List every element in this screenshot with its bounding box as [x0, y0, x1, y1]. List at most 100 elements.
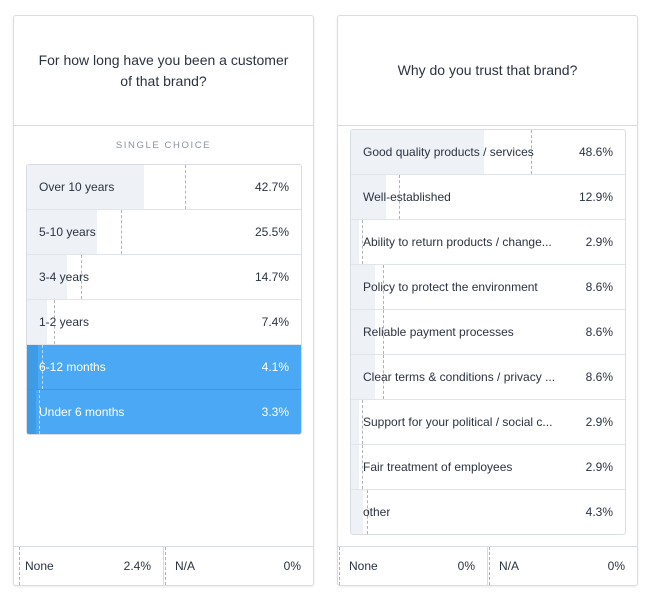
bar-end-marker: [530, 130, 532, 174]
percentage-bar: [351, 220, 359, 264]
option-label: Ability to return products / change...: [363, 235, 552, 249]
option-percentage: 25.5%: [254, 225, 289, 239]
bar-end-marker: [361, 445, 363, 489]
footer-stats: None 0% N/A 0%: [338, 546, 637, 585]
option-label: 3-4 years: [39, 270, 90, 284]
bar-end-marker: [81, 255, 83, 299]
option-label: Good quality products / services: [363, 145, 534, 159]
option-row[interactable]: Clear terms & conditions / privacy ... 8.…: [351, 355, 625, 400]
percentage-bar: [351, 490, 363, 534]
option-percentage: 8.6%: [585, 280, 613, 294]
footer-percentage: 0%: [607, 559, 625, 573]
option-row[interactable]: 6-12 months 4.1%: [27, 345, 301, 390]
bar-end-marker: [339, 547, 340, 585]
option-row[interactable]: Support for your political / social c...…: [351, 400, 625, 445]
bar-end-marker: [42, 345, 44, 389]
option-label: Fair treatment of employees: [363, 460, 513, 474]
options-list: Good quality products / services 48.6% Wel…: [350, 129, 626, 535]
option-label: Clear terms & conditions / privacy ...: [363, 370, 556, 384]
option-row[interactable]: Under 6 months 3.3%: [27, 390, 301, 434]
footer-cell-n-a[interactable]: N/A 0%: [163, 547, 313, 585]
option-percentage: 12.9%: [578, 190, 613, 204]
option-percentage: 4.3%: [585, 505, 613, 519]
footer-percentage: 0%: [457, 559, 475, 573]
bar-end-marker: [382, 265, 384, 309]
bar-end-marker: [361, 400, 363, 444]
footer-label: None: [349, 559, 378, 573]
option-row[interactable]: 1-2 years 7.4%: [27, 300, 301, 345]
option-percentage: 8.6%: [585, 370, 613, 384]
percentage-bar: [351, 265, 375, 309]
bar-end-marker: [366, 490, 368, 534]
option-percentage: 3.3%: [261, 405, 289, 419]
options-list: Over 10 years 42.7% 5-10 years 25.5% 3-4 yea…: [26, 164, 302, 435]
percentage-bar: [27, 345, 39, 389]
option-row[interactable]: Well-established 12.9%: [351, 175, 625, 220]
footer-cell-none[interactable]: None 0%: [338, 547, 487, 585]
option-label: 6-12 months: [39, 360, 106, 374]
option-percentage: 8.6%: [585, 325, 613, 339]
footer-percentage: 2.4%: [123, 559, 151, 573]
option-row[interactable]: other 4.3%: [351, 490, 625, 534]
option-label: Policy to protect the environment: [363, 280, 538, 294]
bar-end-marker: [39, 390, 41, 434]
percentage-bar: [351, 445, 359, 489]
option-percentage: 42.7%: [254, 180, 289, 194]
bar-end-marker: [18, 547, 20, 585]
footer-cell-none[interactable]: None 2.4%: [14, 547, 163, 585]
option-row[interactable]: 3-4 years 14.7%: [27, 255, 301, 300]
option-row[interactable]: Fair treatment of employees 2.9%: [351, 445, 625, 490]
percentage-bar: [27, 210, 97, 254]
option-percentage: 7.4%: [261, 315, 289, 329]
bar-end-marker: [382, 355, 384, 399]
option-row[interactable]: Reliable payment processes 8.6%: [351, 310, 625, 355]
option-row[interactable]: Good quality products / services 48.6%: [351, 130, 625, 175]
question-title: For how long have you been a customer of…: [14, 16, 313, 126]
option-label: 5-10 years: [39, 225, 96, 239]
question-card-customer-duration: For how long have you been a customer of…: [13, 15, 314, 586]
option-percentage: 2.9%: [585, 235, 613, 249]
option-percentage: 2.9%: [585, 415, 613, 429]
option-row[interactable]: Ability to return products / change... 2.…: [351, 220, 625, 265]
percentage-bar: [27, 255, 68, 299]
bar-end-marker: [489, 547, 490, 585]
percentage-bar: [27, 165, 144, 209]
footer-label: N/A: [499, 559, 520, 573]
option-label: Under 6 months: [39, 405, 125, 419]
option-label: Over 10 years: [39, 180, 115, 194]
percentage-bar: [351, 400, 359, 444]
option-percentage: 48.6%: [578, 145, 613, 159]
percentage-bar: [351, 175, 387, 219]
option-label: other: [363, 505, 391, 519]
footer-label: None: [25, 559, 54, 573]
bar-end-marker: [361, 220, 363, 264]
option-label: 1-2 years: [39, 315, 90, 329]
bar-end-marker: [398, 175, 400, 219]
option-percentage: 14.7%: [254, 270, 289, 284]
footer-stats: None 2.4% N/A 0%: [14, 546, 313, 585]
footer-percentage: 0%: [283, 559, 301, 573]
option-label: Well-established: [363, 190, 451, 204]
percentage-bar: [27, 300, 48, 344]
footer-label: N/A: [175, 559, 196, 573]
percentage-bar: [351, 130, 485, 174]
bar-end-marker: [382, 310, 384, 354]
percentage-bar: [351, 355, 375, 399]
percentage-bar: [27, 390, 37, 434]
option-row[interactable]: Policy to protect the environment 8.6%: [351, 265, 625, 310]
question-title: Why do you trust that brand?: [338, 16, 637, 126]
option-label: Reliable payment processes: [363, 325, 514, 339]
option-percentage: 4.1%: [261, 360, 289, 374]
percentage-bar: [351, 310, 375, 354]
bar-end-marker: [54, 300, 56, 344]
bar-end-marker: [165, 547, 166, 585]
question-type-label: SINGLE CHOICE: [115, 140, 212, 151]
footer-cell-n-a[interactable]: N/A 0%: [487, 547, 637, 585]
question-card-trust-reasons: Why do you trust that brand? Good qualit…: [337, 15, 638, 586]
option-row[interactable]: Over 10 years 42.7%: [27, 165, 301, 210]
bar-end-marker: [184, 165, 186, 209]
option-percentage: 2.9%: [585, 460, 613, 474]
option-label: Support for your political / social c...: [363, 415, 553, 429]
bar-end-marker: [121, 210, 123, 254]
option-row[interactable]: 5-10 years 25.5%: [27, 210, 301, 255]
